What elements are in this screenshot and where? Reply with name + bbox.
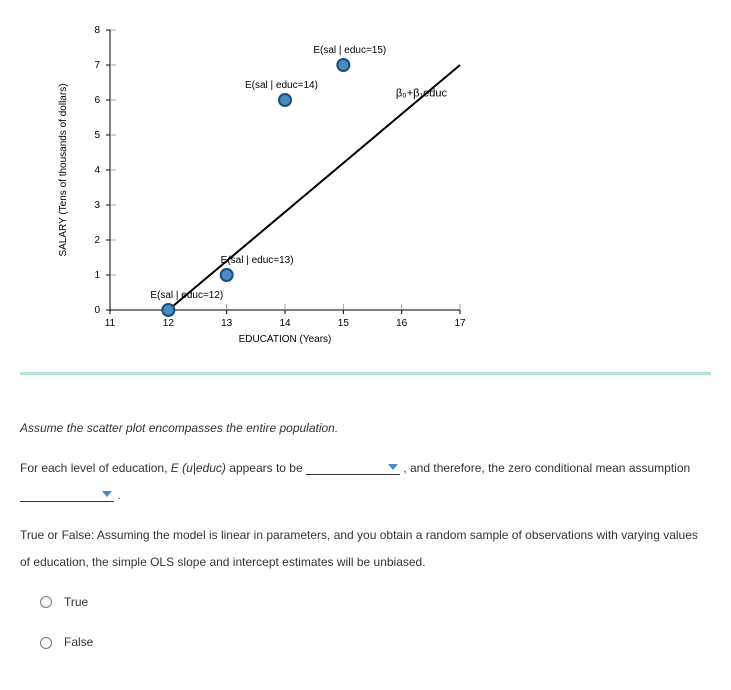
radio-true-input[interactable] bbox=[40, 596, 52, 608]
radio-false-label: False bbox=[64, 629, 93, 655]
q1-math: E (u|educ) bbox=[171, 461, 226, 475]
svg-text:5: 5 bbox=[94, 130, 100, 141]
svg-text:1: 1 bbox=[94, 270, 100, 281]
chevron-down-icon bbox=[388, 462, 398, 472]
svg-text:12: 12 bbox=[163, 318, 175, 329]
svg-text:β₀+β₁educ: β₀+β₁educ bbox=[396, 88, 448, 100]
svg-text:15: 15 bbox=[338, 318, 350, 329]
svg-text:3: 3 bbox=[94, 200, 100, 211]
true-false-prompt: True or False: Assuming the model is lin… bbox=[20, 522, 711, 575]
salary-education-chart: 01234567811121314151617EDUCATION (Years)… bbox=[40, 20, 470, 360]
svg-text:17: 17 bbox=[454, 318, 466, 329]
svg-text:8: 8 bbox=[94, 25, 100, 36]
radio-option-false[interactable]: False bbox=[40, 629, 711, 655]
dropdown-1[interactable] bbox=[306, 460, 400, 475]
q1-prefix: For each level of education, bbox=[20, 461, 171, 475]
svg-text:EDUCATION (Years): EDUCATION (Years) bbox=[239, 334, 332, 345]
svg-text:11: 11 bbox=[105, 318, 116, 329]
svg-text:6: 6 bbox=[94, 95, 100, 106]
svg-text:16: 16 bbox=[396, 318, 408, 329]
question-intro: Assume the scatter plot encompasses the … bbox=[20, 415, 711, 441]
radio-option-true[interactable]: True bbox=[40, 589, 711, 615]
radio-true-label: True bbox=[64, 589, 88, 615]
question-line-1: For each level of education, E (u|educ) … bbox=[20, 455, 711, 508]
svg-text:E(sal | educ=13): E(sal | educ=13) bbox=[221, 255, 294, 266]
svg-text:7: 7 bbox=[94, 60, 100, 71]
svg-text:E(sal | educ=12): E(sal | educ=12) bbox=[150, 290, 223, 301]
q1-mid: appears to be bbox=[229, 461, 306, 475]
chevron-down-icon bbox=[102, 489, 112, 499]
svg-text:4: 4 bbox=[94, 165, 100, 176]
q1-after: , and therefore, the zero conditional me… bbox=[403, 461, 690, 475]
svg-text:SALARY (Tens of thousands of d: SALARY (Tens of thousands of dollars) bbox=[58, 83, 69, 256]
dropdown-2[interactable] bbox=[20, 487, 114, 502]
svg-text:E(sal | educ=14): E(sal | educ=14) bbox=[245, 80, 318, 91]
svg-text:14: 14 bbox=[279, 318, 291, 329]
svg-text:13: 13 bbox=[221, 318, 233, 329]
section-divider bbox=[20, 372, 711, 375]
svg-text:2: 2 bbox=[94, 235, 100, 246]
radio-false-input[interactable] bbox=[40, 637, 52, 649]
svg-text:E(sal | educ=15): E(sal | educ=15) bbox=[313, 45, 386, 56]
question-block: Assume the scatter plot encompasses the … bbox=[20, 415, 711, 656]
svg-text:0: 0 bbox=[94, 305, 100, 316]
q1-end: . bbox=[117, 488, 120, 502]
chart-container: 01234567811121314151617EDUCATION (Years)… bbox=[40, 20, 470, 360]
radio-group: True False bbox=[40, 589, 711, 656]
